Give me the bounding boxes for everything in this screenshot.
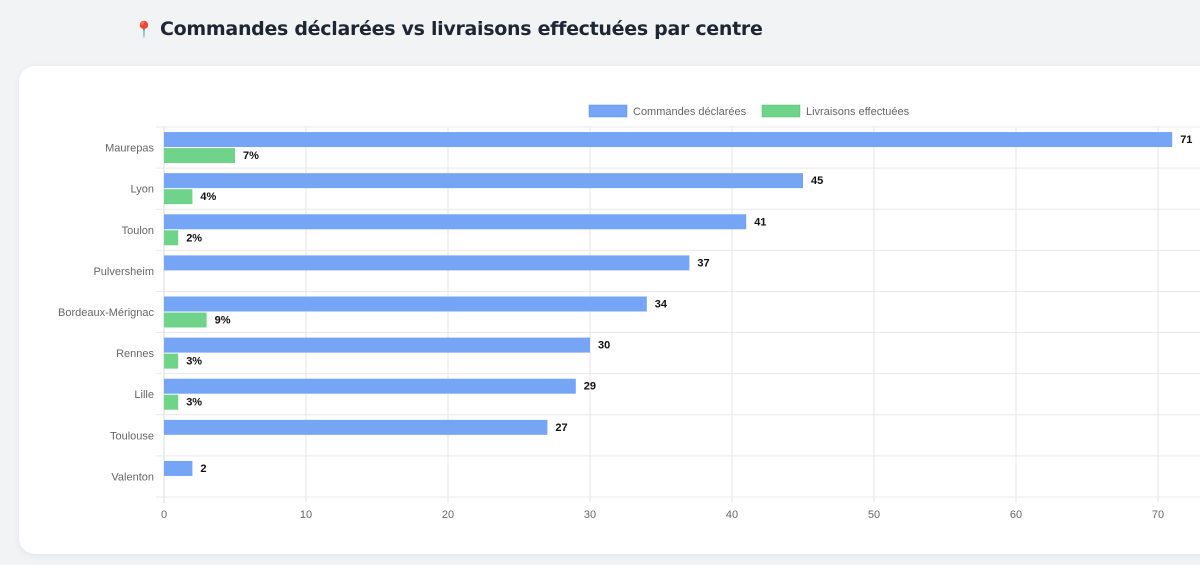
x-tick-label: 60 xyxy=(1010,509,1022,521)
chart-title-container: 📍 Commandes déclarées vs livraisons effec… xyxy=(0,18,1200,40)
legend-label-commandes: Commandes déclarées xyxy=(633,106,747,118)
bar-commandes xyxy=(164,337,590,353)
bar-commandes xyxy=(164,173,803,189)
category-label: Rennes xyxy=(116,348,154,360)
category-label: Pulversheim xyxy=(93,266,154,278)
value-label: 45 xyxy=(811,175,823,187)
bar-commandes xyxy=(164,296,647,312)
x-tick-label: 50 xyxy=(868,509,880,521)
value-label: 29 xyxy=(584,381,596,393)
value-label: 2 xyxy=(200,463,206,475)
value-label: 3% xyxy=(186,397,202,409)
category-label: Toulouse xyxy=(110,430,154,442)
value-label: 2% xyxy=(186,232,202,244)
value-label: 27 xyxy=(555,422,567,434)
pin-icon: 📍 xyxy=(134,20,155,39)
bar-commandes xyxy=(164,214,747,230)
value-label: 41 xyxy=(754,216,766,228)
category-label: Toulon xyxy=(122,225,154,237)
bar-livraisons xyxy=(164,148,235,164)
bar-livraisons xyxy=(164,394,179,410)
bar-commandes xyxy=(164,255,690,271)
value-label: 7% xyxy=(243,150,259,162)
category-label: Valenton xyxy=(111,471,154,483)
value-label: 3% xyxy=(186,356,202,368)
category-label: Lyon xyxy=(131,184,154,196)
value-label: 37 xyxy=(697,257,709,269)
bar-livraisons xyxy=(164,312,207,328)
x-tick-label: 0 xyxy=(161,509,167,521)
bar-livraisons xyxy=(164,353,179,369)
x-tick-label: 40 xyxy=(726,509,738,521)
legend-label-livraisons: Livraisons effectuées xyxy=(806,106,910,118)
x-tick-label: 30 xyxy=(584,509,596,521)
x-tick-label: 10 xyxy=(300,509,312,521)
value-label: 30 xyxy=(598,340,610,352)
x-tick-label: 20 xyxy=(442,509,454,521)
value-label: 9% xyxy=(215,315,231,327)
category-label: Lille xyxy=(134,389,154,401)
bar-commandes xyxy=(164,460,193,476)
category-label: Bordeaux-Mérignac xyxy=(58,307,154,319)
bar-commandes xyxy=(164,378,576,394)
bar-livraisons xyxy=(164,189,193,205)
page-title: Commandes déclarées vs livraisons effect… xyxy=(160,18,763,40)
bar-commandes xyxy=(164,132,1173,148)
bar-livraisons xyxy=(164,230,179,246)
legend-swatch-livraisons xyxy=(761,104,801,118)
value-label: 71 xyxy=(1180,134,1192,146)
category-label: Maurepas xyxy=(105,143,154,155)
value-label: 34 xyxy=(655,299,668,311)
value-label: 4% xyxy=(200,191,216,203)
x-tick-label: 70 xyxy=(1152,509,1164,521)
bar-commandes xyxy=(164,419,548,435)
legend-swatch-commandes xyxy=(588,104,628,118)
